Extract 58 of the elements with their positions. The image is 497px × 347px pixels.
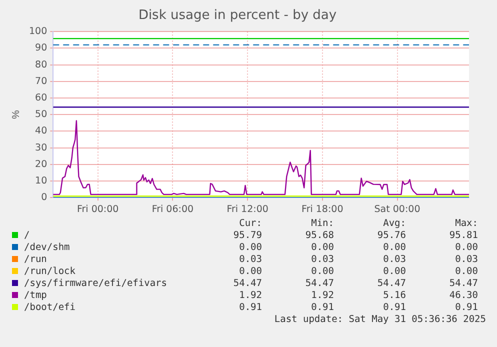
y-tick-label: 90 xyxy=(35,42,48,54)
text: 0.00 xyxy=(310,242,334,254)
text: Min: xyxy=(310,218,334,230)
legend-label: /sys/firmware/efi/efivars xyxy=(23,278,168,290)
text: 0.00 xyxy=(238,266,262,278)
text: Last update: Sat May 31 05:36:36 2025 xyxy=(273,314,486,326)
text: 0.91 xyxy=(382,302,406,314)
text: 1.92 xyxy=(310,290,334,302)
text: 95.81 xyxy=(448,230,478,242)
text: 95.76 xyxy=(376,230,406,242)
y-tick-label: 0 xyxy=(41,192,48,204)
x-tick-label: Sat 00:00 xyxy=(374,204,420,215)
chart-title: Disk usage in percent - by day xyxy=(138,8,337,24)
text: 0.00 xyxy=(310,266,334,278)
y-axis-title: % xyxy=(10,110,22,120)
text: 46.30 xyxy=(448,290,478,302)
legend-label: /dev/shm xyxy=(23,242,71,254)
text: 54.47 xyxy=(448,278,478,290)
text: 0.91 xyxy=(310,302,334,314)
legend-label: /run/lock xyxy=(23,266,76,278)
y-tick-label: 30 xyxy=(35,142,48,154)
y-tick-label: 20 xyxy=(35,158,48,170)
y-tick-label: 50 xyxy=(35,109,48,120)
text: 0.91 xyxy=(238,302,262,314)
text: 54.47 xyxy=(304,278,334,290)
text: 0.03 xyxy=(454,254,478,266)
text: 0.00 xyxy=(238,242,262,254)
text: Cur: xyxy=(238,218,262,230)
y-tick-label: 100 xyxy=(28,26,48,38)
text: 54.47 xyxy=(376,278,406,290)
text: 0.00 xyxy=(382,266,406,278)
text: 0.91 xyxy=(454,302,478,314)
x-tick-label: Fri 12:00 xyxy=(226,204,268,215)
x-tick-label: Fri 18:00 xyxy=(302,204,344,215)
text: 0.03 xyxy=(382,254,406,266)
y-tick-label: 40 xyxy=(35,126,48,137)
x-tick-label: Fri 06:00 xyxy=(152,204,194,215)
text: 5.16 xyxy=(382,290,406,302)
legend-label: /tmp xyxy=(23,290,48,302)
text: 54.47 xyxy=(232,278,262,290)
x-tick-label: Fri 00:00 xyxy=(76,204,119,215)
text: 0.00 xyxy=(454,266,478,278)
y-tick-label: 70 xyxy=(35,76,48,87)
y-tick-label: 60 xyxy=(35,92,48,104)
text: 1.92 xyxy=(238,290,262,302)
y-tick-label: 80 xyxy=(35,59,48,70)
text: Avg: xyxy=(382,218,406,230)
text: 0.03 xyxy=(238,254,262,266)
text: 95.79 xyxy=(232,230,262,242)
text: 0.00 xyxy=(454,242,478,254)
text: 0.03 xyxy=(310,254,334,266)
y-tick-label: 10 xyxy=(35,175,48,186)
legend-label: /boot/efi xyxy=(23,302,76,314)
legend-label: / xyxy=(23,230,31,242)
text: 95.68 xyxy=(304,230,334,242)
text: Max: xyxy=(454,218,478,230)
legend-label: /run xyxy=(23,254,48,266)
text: 0.00 xyxy=(382,242,406,254)
